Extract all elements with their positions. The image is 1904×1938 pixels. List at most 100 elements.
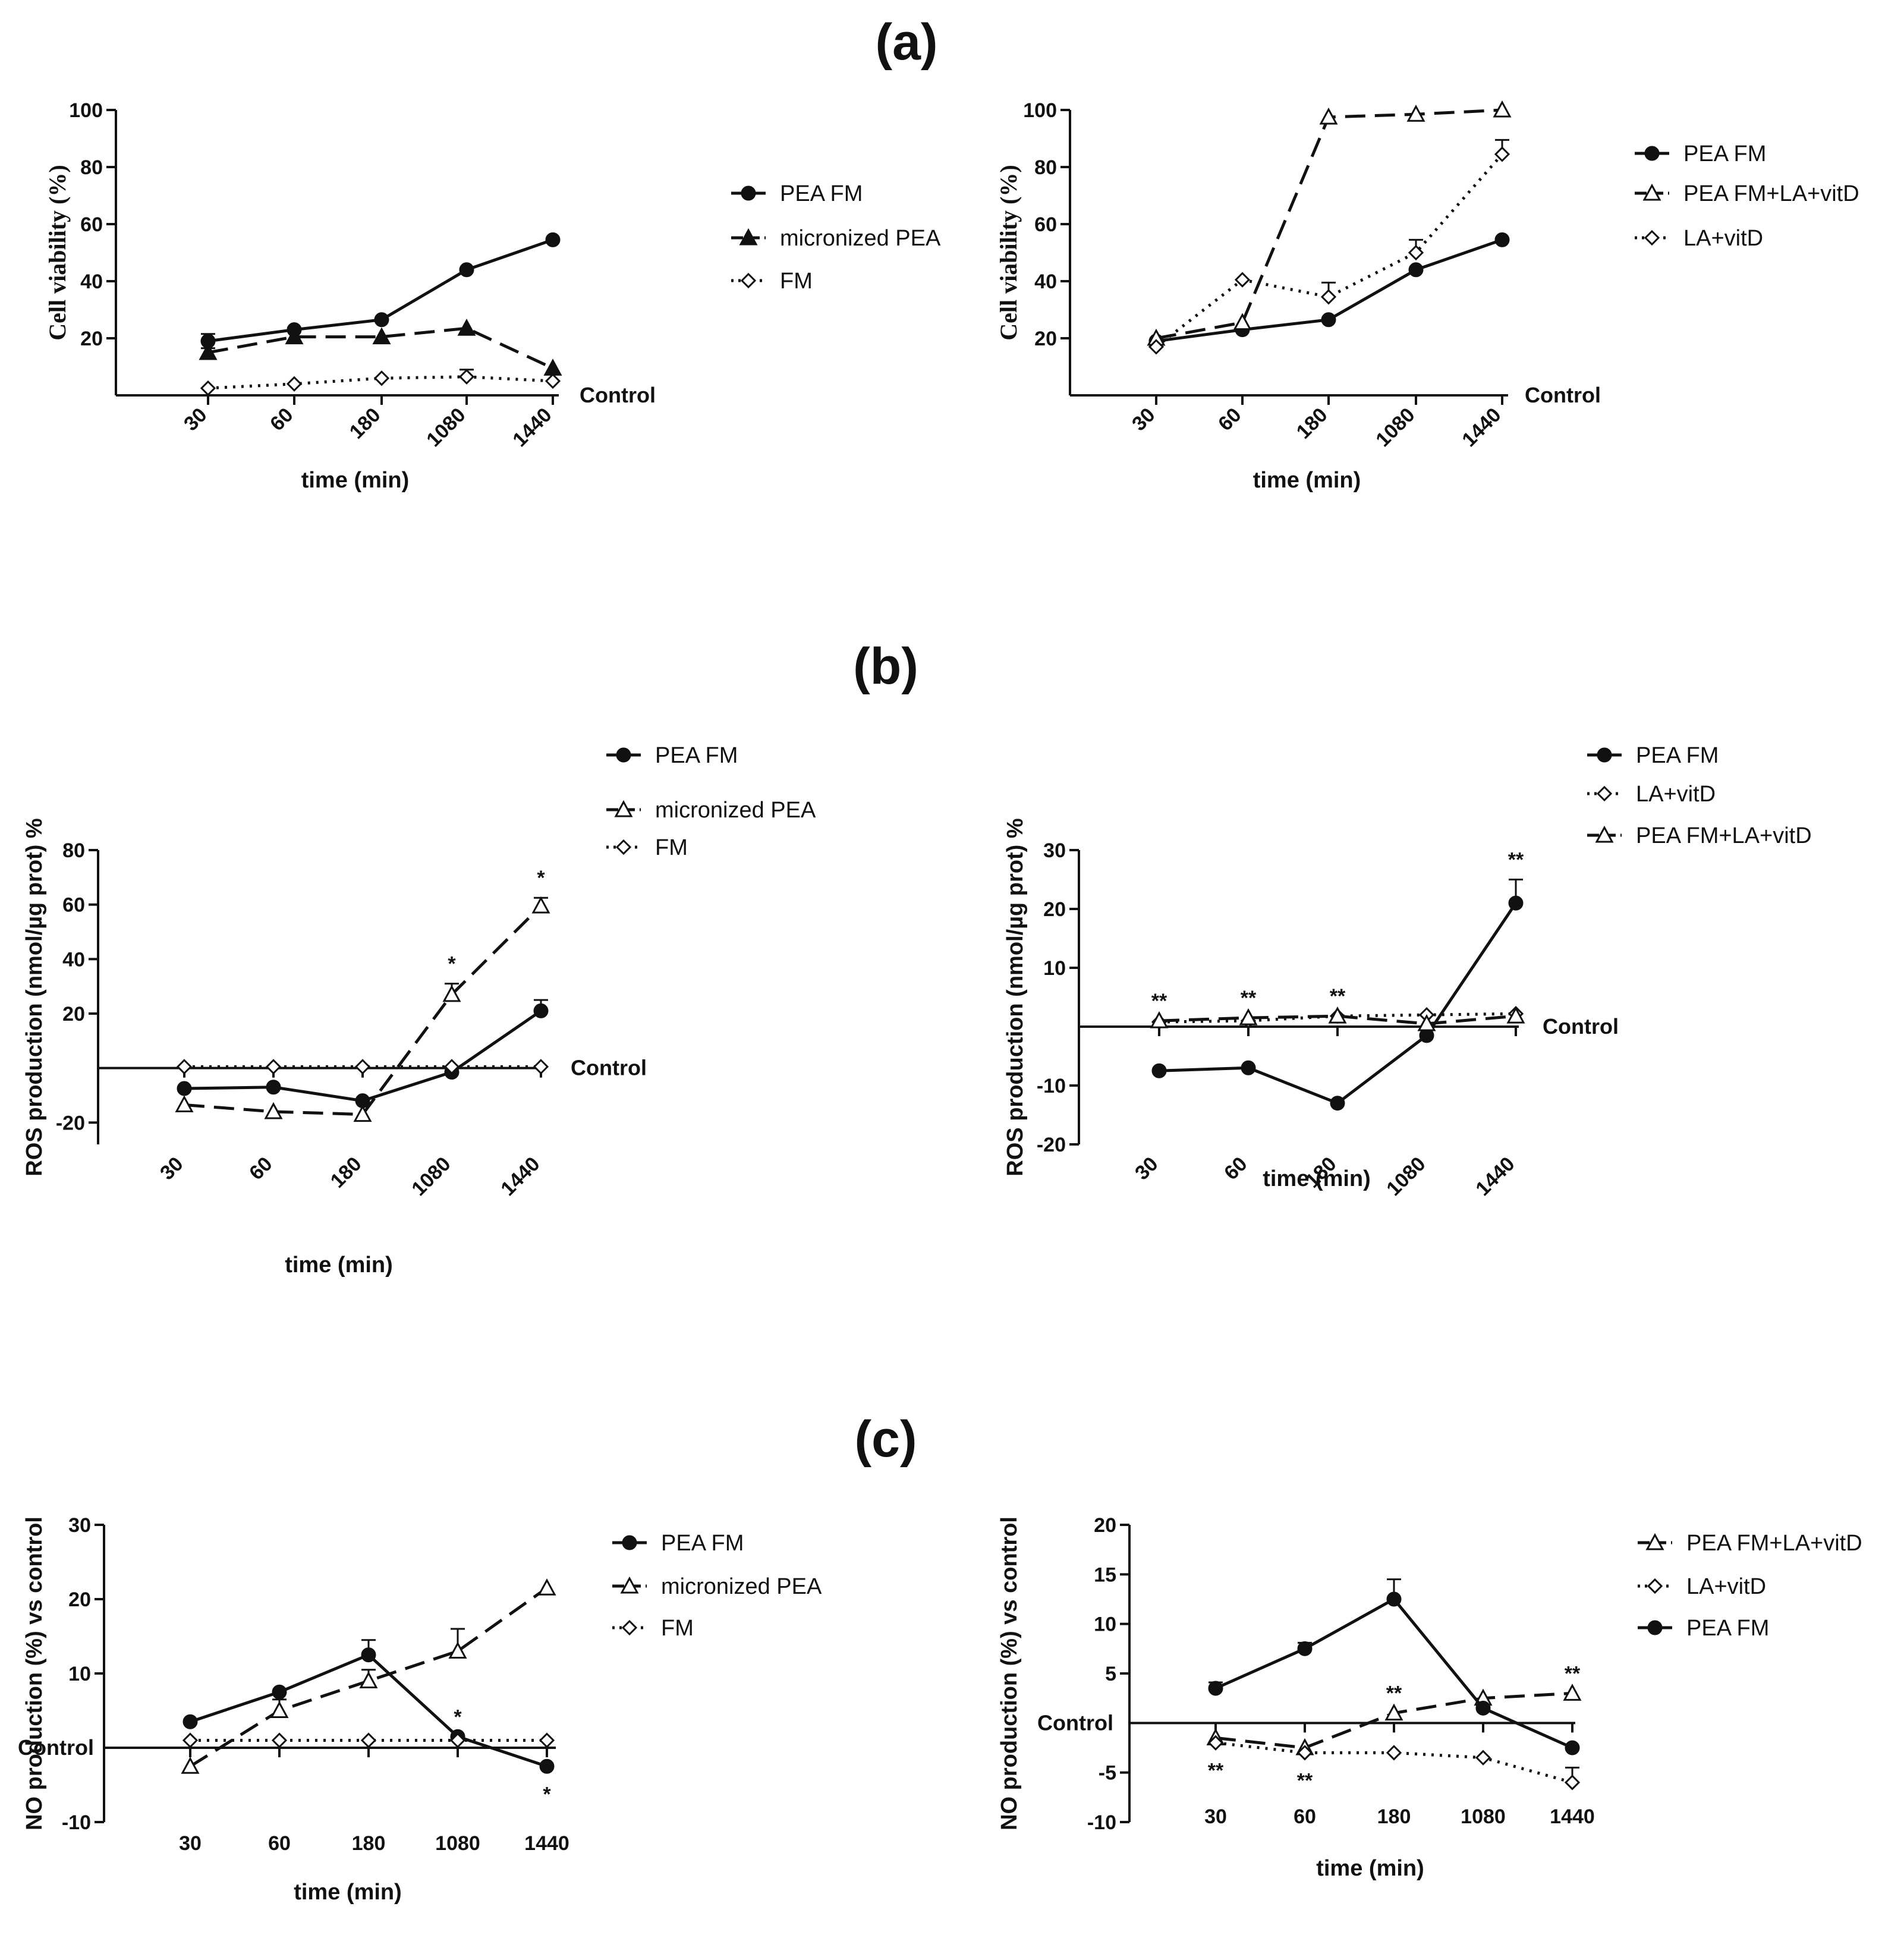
x-tick-label: 60 — [1214, 404, 1246, 436]
legend-entry: PEA FM — [612, 1531, 744, 1556]
series-0 — [177, 999, 549, 1109]
legend-label: PEA FM — [780, 181, 863, 206]
y-axis-title: Cell viability (%) — [995, 165, 1022, 341]
data-point — [361, 1647, 376, 1663]
series-line — [184, 905, 542, 1116]
legend-entry: FM — [612, 1616, 694, 1641]
data-point — [1494, 146, 1510, 162]
data-point — [1384, 1703, 1403, 1721]
x-tick-label: 30 — [1204, 1805, 1227, 1828]
y-tick-label: 20 — [68, 1588, 91, 1611]
y-tick-label: 60 — [80, 213, 103, 236]
data-point — [374, 312, 389, 328]
significance-mark: ** — [1330, 985, 1346, 1008]
data-point — [1150, 1011, 1169, 1028]
x-tick-label: 60 — [1294, 1805, 1316, 1828]
series-0: ** — [1151, 849, 1524, 1111]
data-point — [531, 896, 550, 914]
x-tick-label: 180 — [1292, 404, 1332, 443]
data-point — [1408, 244, 1424, 261]
data-point — [1417, 1014, 1436, 1031]
legend-marker — [1597, 747, 1612, 763]
legend-entry: PEA FM — [1635, 141, 1766, 166]
data-point — [266, 1080, 281, 1095]
data-point — [176, 1059, 193, 1075]
panel-label-c: (c) — [854, 1411, 917, 1468]
y-axis-title: ROS production (nmol/µg prot) % — [1003, 818, 1028, 1176]
data-point — [1564, 1775, 1581, 1791]
data-point — [1475, 1750, 1491, 1766]
x-tick-label: 30 — [180, 404, 212, 436]
legend-entry: LA+vitD — [1638, 1574, 1766, 1599]
x-tick-label: 1080 — [435, 1832, 480, 1855]
data-point — [1234, 272, 1251, 288]
control-label: Control — [1525, 383, 1601, 407]
legend-label: PEA FM — [655, 743, 738, 768]
data-point — [442, 984, 461, 1002]
data-point — [286, 376, 303, 392]
y-tick-label: 20 — [1094, 1514, 1116, 1537]
x-tick-label: 180 — [352, 1832, 386, 1855]
significance-mark: * — [448, 953, 456, 976]
legend-marker — [620, 1576, 639, 1594]
y-axis-title: Cell viability (%) — [44, 165, 71, 341]
x-axis-title: time (min) — [301, 468, 410, 493]
legend-entry: PEA FM — [1587, 743, 1719, 768]
legend-marker — [616, 747, 631, 763]
data-point — [448, 1641, 467, 1659]
series-2: ** ** ** — [1150, 985, 1525, 1031]
significance-mark: ** — [1241, 987, 1257, 1009]
data-point — [285, 327, 304, 345]
y-tick-label: -10 — [62, 1811, 91, 1834]
x-tick-label: 30 — [1131, 1153, 1163, 1185]
y-tick-label: 30 — [1043, 839, 1066, 862]
legend-label: PEA FM — [1683, 141, 1766, 166]
data-point — [372, 327, 391, 345]
y-tick-label: 40 — [62, 948, 85, 971]
x-axis-title: time (min) — [1263, 1166, 1371, 1191]
legend-marker — [1644, 146, 1660, 161]
x-axis-title: time (min) — [1253, 468, 1361, 493]
y-tick-label: 60 — [1034, 213, 1057, 236]
data-point — [545, 373, 561, 389]
data-point — [265, 1059, 282, 1075]
series-line — [189, 1587, 548, 1768]
legend-marker — [739, 228, 758, 246]
data-point — [354, 1059, 371, 1075]
series-0 — [200, 232, 561, 349]
control-label: Control — [571, 1056, 647, 1080]
legend-marker — [1645, 1533, 1664, 1550]
y-tick-label: 80 — [1034, 156, 1057, 179]
data-point — [199, 342, 218, 360]
series-1 — [181, 1578, 556, 1774]
legend-entry: LA+vitD — [1587, 782, 1716, 807]
data-point — [539, 1732, 555, 1748]
y-tick-label: 20 — [1043, 898, 1066, 921]
legend-entry: PEA FM — [1638, 1616, 1769, 1641]
x-tick-label: 1440 — [1471, 1153, 1519, 1200]
series-1: ** ** — [1208, 1735, 1581, 1792]
y-axis-title: NO production (%) vs control — [22, 1517, 47, 1830]
legend-entry: FM — [606, 835, 688, 860]
series-0: ** — [182, 1639, 555, 1805]
data-point — [1233, 313, 1252, 331]
data-point — [270, 1701, 289, 1718]
significance-mark: ** — [1208, 1760, 1224, 1782]
legend-label: PEA FM — [661, 1531, 744, 1556]
data-point — [175, 1095, 194, 1113]
series-2 — [1148, 139, 1510, 355]
y-tick-label: 10 — [68, 1663, 91, 1685]
data-point — [182, 1732, 199, 1748]
series-1: ** — [175, 867, 550, 1122]
x-tick-label: 1440 — [496, 1153, 544, 1200]
legend-marker — [1596, 785, 1613, 802]
x-tick-label: 1440 — [1458, 404, 1505, 451]
legend-marker — [740, 272, 757, 289]
series-line — [1215, 1741, 1573, 1784]
series-2 — [182, 1732, 555, 1748]
legend-entry: micronized PEA — [731, 226, 941, 251]
data-point — [1494, 232, 1510, 247]
data-point — [271, 1732, 288, 1748]
data-point — [360, 1732, 377, 1748]
